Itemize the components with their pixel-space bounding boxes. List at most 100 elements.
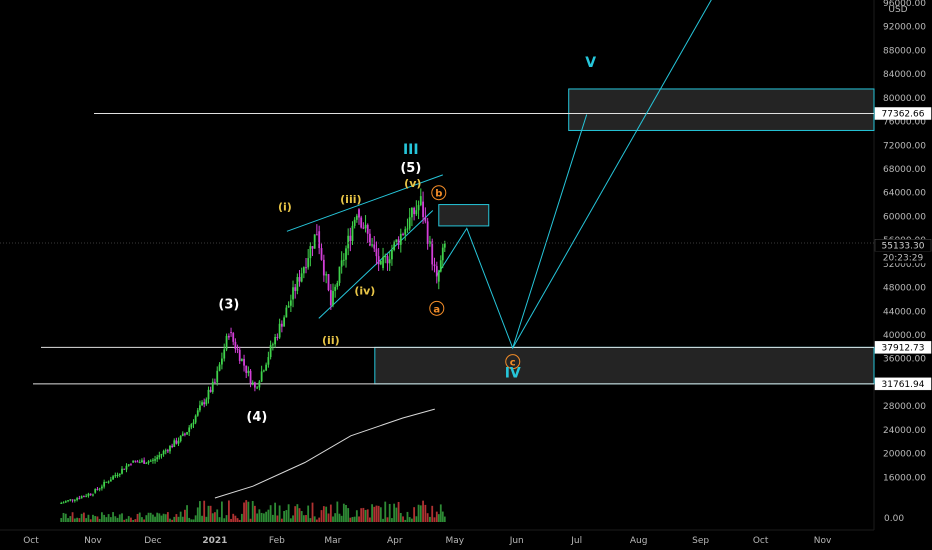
lower-channel[interactable] <box>318 210 434 319</box>
trendlines[interactable] <box>286 0 715 350</box>
candle-body <box>186 432 188 435</box>
wave-label: c <box>510 358 516 369</box>
candle-body <box>377 256 380 265</box>
b-zone[interactable] <box>438 204 490 227</box>
volume-bar <box>112 512 114 522</box>
volume-bar <box>141 517 143 522</box>
volume-bar <box>318 517 321 522</box>
candle-body <box>236 349 239 351</box>
countdown-tag <box>875 251 931 264</box>
candle-body <box>192 422 195 425</box>
candle-body <box>199 405 201 411</box>
y-tick-label: 36000.00 <box>883 355 926 365</box>
candle-body <box>375 248 378 257</box>
volume-bar <box>181 516 184 522</box>
candle-body <box>154 459 156 461</box>
volume-bar <box>278 505 281 522</box>
volume-bar <box>408 517 411 522</box>
target-zone[interactable] <box>568 88 875 131</box>
support-zone[interactable] <box>374 346 875 385</box>
candle-body <box>201 402 203 406</box>
volume-bar <box>223 518 226 522</box>
candle-body <box>73 499 76 501</box>
candle-body <box>315 234 318 236</box>
y-tick-label: 96000.00 <box>883 0 926 9</box>
volume-bar <box>211 513 214 522</box>
time-axis[interactable]: Oct Nov Dec 2021 Feb Mar Apr May Jun Jul Aug Sep Oct… <box>23 536 832 546</box>
volume-bar <box>347 508 350 522</box>
x-tick-label: Oct <box>753 536 769 546</box>
horizontal-levels[interactable] <box>33 112 874 385</box>
x-tick-label: 2021 <box>202 536 227 546</box>
candle-body <box>349 235 352 242</box>
candle-body <box>130 464 132 466</box>
price-zones[interactable] <box>374 88 875 385</box>
candle-body <box>234 341 237 350</box>
candle-body <box>386 256 389 264</box>
y-tick-label: 24000.00 <box>883 426 926 436</box>
candle-body <box>278 323 281 338</box>
projection-path[interactable] <box>436 114 588 350</box>
volume-bar <box>136 513 139 522</box>
candle-body <box>136 461 139 463</box>
volume-bar <box>402 516 404 522</box>
volume-bar <box>433 517 436 522</box>
volume-bar <box>194 515 197 522</box>
wave-label: (4) <box>246 410 267 425</box>
candle-body <box>160 454 163 456</box>
candle-body <box>225 335 228 350</box>
y-tick-label: 72000.00 <box>883 141 926 151</box>
x-tick-label: Jun <box>509 536 524 546</box>
candle-body <box>184 433 186 435</box>
volume-bar <box>216 509 219 522</box>
y-tick-label: 40000.00 <box>883 331 926 341</box>
candle-body <box>419 196 422 206</box>
long-projection[interactable] <box>512 0 715 349</box>
x-tick-label: Aug <box>630 536 648 546</box>
volume-bar <box>300 511 303 522</box>
x-tick-label: Feb <box>269 536 285 546</box>
candle-body <box>338 266 341 283</box>
volume-bar <box>123 519 126 522</box>
candle-body <box>353 219 356 226</box>
candle-body <box>116 474 119 476</box>
candlesticks <box>60 188 446 504</box>
volume-bar <box>322 506 325 522</box>
volume-bar <box>188 517 191 522</box>
volume-bar <box>307 505 310 522</box>
candle-body <box>336 282 339 287</box>
volume-bar <box>309 518 312 522</box>
candle-body <box>240 358 243 361</box>
candle-body <box>408 217 411 229</box>
candle-body <box>296 277 299 291</box>
candle-body <box>305 267 307 269</box>
wave-label-circle <box>429 300 445 316</box>
candle-body <box>437 271 440 282</box>
candle-body <box>127 464 130 466</box>
candle-body <box>152 459 154 461</box>
volume-bar <box>220 501 223 522</box>
candle-body <box>98 488 101 490</box>
moving-average-line <box>214 408 435 499</box>
candle-body <box>364 224 367 229</box>
y-tick-label: 88000.00 <box>883 46 926 56</box>
volume-bar <box>184 509 186 522</box>
volume-bar <box>179 511 182 522</box>
candle-body <box>366 224 369 234</box>
volume-bar <box>391 518 393 522</box>
volume-bar <box>107 514 110 522</box>
volume-bar <box>411 518 413 522</box>
price-tag-label: 37912.73 <box>882 343 925 353</box>
volume-bar <box>332 516 334 522</box>
volume-bar <box>218 517 221 522</box>
volume-bar <box>118 514 121 522</box>
volume-bar <box>160 515 163 522</box>
volume-bar <box>298 508 301 522</box>
candle-body <box>332 290 334 306</box>
volume-bar <box>134 519 137 522</box>
candle-body <box>379 260 382 265</box>
candle-body <box>318 231 321 249</box>
candle-body <box>302 267 305 274</box>
upper-channel[interactable] <box>286 174 443 232</box>
